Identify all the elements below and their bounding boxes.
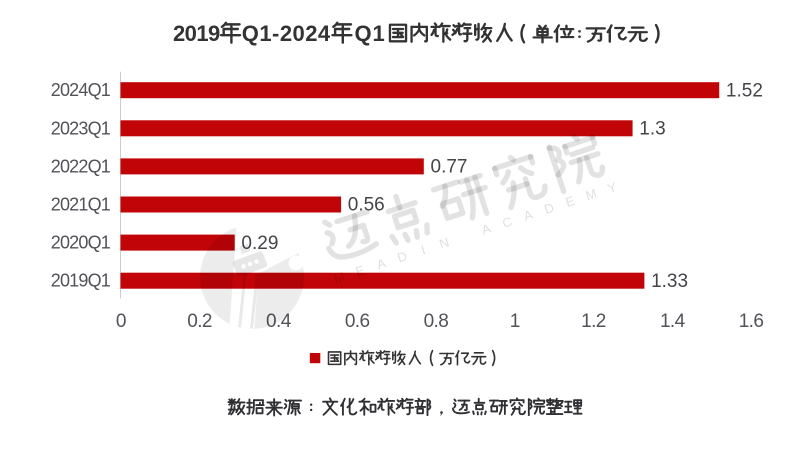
svg-text:1: 1 [510, 311, 520, 332]
svg-text:2020Q1: 2020Q1 [51, 233, 111, 253]
svg-text:0.2: 0.2 [187, 311, 212, 332]
svg-text:0.4: 0.4 [266, 311, 292, 332]
svg-text:D: D [542, 200, 556, 217]
svg-text:1.6: 1.6 [739, 311, 764, 332]
svg-text:2019Q1: 2019Q1 [51, 271, 111, 291]
svg-text:2024Q1: 2024Q1 [51, 80, 111, 100]
svg-text:M: M [584, 186, 599, 204]
svg-text:A: A [480, 221, 493, 238]
svg-text:C: C [500, 214, 514, 231]
svg-text:N: N [437, 234, 451, 251]
svg-text:2019: 2019 [173, 21, 220, 46]
svg-text:E: E [564, 193, 577, 210]
svg-text:0.56: 0.56 [348, 195, 385, 216]
svg-text:A: A [522, 207, 535, 224]
svg-text:0.6: 0.6 [345, 311, 370, 332]
svg-text:0.29: 0.29 [241, 233, 278, 254]
svg-text:1.3: 1.3 [639, 119, 665, 140]
svg-text:1.33: 1.33 [651, 271, 688, 292]
svg-text:2023Q1: 2023Q1 [51, 118, 111, 138]
svg-text:M: M [332, 269, 347, 287]
svg-text:I: I [419, 242, 427, 257]
svg-text:Y: Y [606, 179, 619, 196]
svg-text:2022Q1: 2022Q1 [51, 156, 111, 176]
svg-text:Q1: Q1 [355, 21, 386, 46]
svg-text:1.52: 1.52 [726, 80, 763, 101]
svg-text:0.8: 0.8 [424, 311, 449, 332]
svg-text:1.4: 1.4 [660, 311, 686, 332]
svg-text:Q1-2024: Q1-2024 [242, 21, 331, 46]
svg-text:1.2: 1.2 [581, 311, 606, 332]
svg-text:D: D [395, 248, 409, 265]
svg-text:0.77: 0.77 [431, 157, 468, 178]
svg-text:A: A [375, 255, 388, 272]
svg-text:0: 0 [116, 311, 126, 332]
svg-text:2021Q1: 2021Q1 [51, 195, 111, 215]
